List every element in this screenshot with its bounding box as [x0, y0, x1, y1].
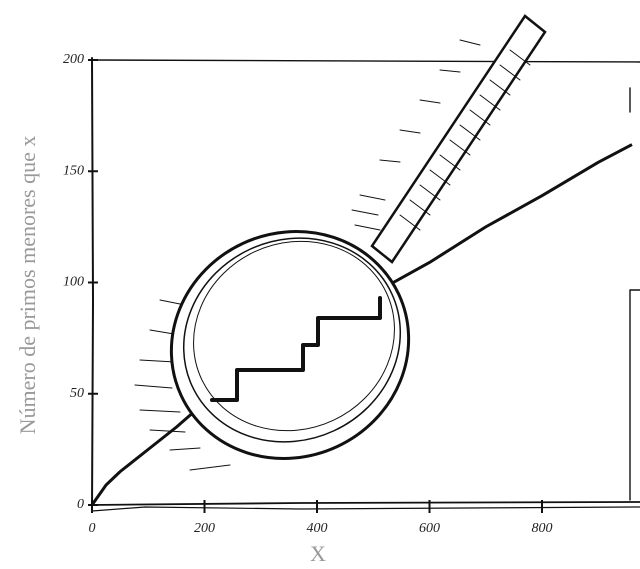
handle: [372, 16, 545, 262]
y-axis-label: Número de primos menores que x: [15, 136, 40, 435]
y-tick-label: 200: [63, 52, 84, 67]
chart: Número de primos menores que x X 0 50 100 1…: [0, 0, 640, 569]
x-axis: [90, 502, 640, 505]
y-tick-label: 100: [63, 275, 84, 290]
x-tick-label: 200: [194, 521, 215, 536]
y-axis: [92, 58, 93, 510]
x-tick-label: 800: [532, 521, 553, 536]
y-tick-label: 0: [77, 497, 84, 512]
x-tick-label: 400: [307, 521, 328, 536]
y-tick-label: 150: [63, 163, 84, 178]
x-axis-double: [92, 507, 640, 511]
magnifier: [134, 16, 545, 497]
side-box: [630, 88, 640, 500]
x-tick-label: 0: [89, 521, 96, 536]
y-tick-label: 50: [70, 386, 84, 401]
x-tick-label: 600: [419, 521, 440, 536]
x-axis-label: X: [310, 541, 326, 566]
top-border: [92, 60, 640, 62]
